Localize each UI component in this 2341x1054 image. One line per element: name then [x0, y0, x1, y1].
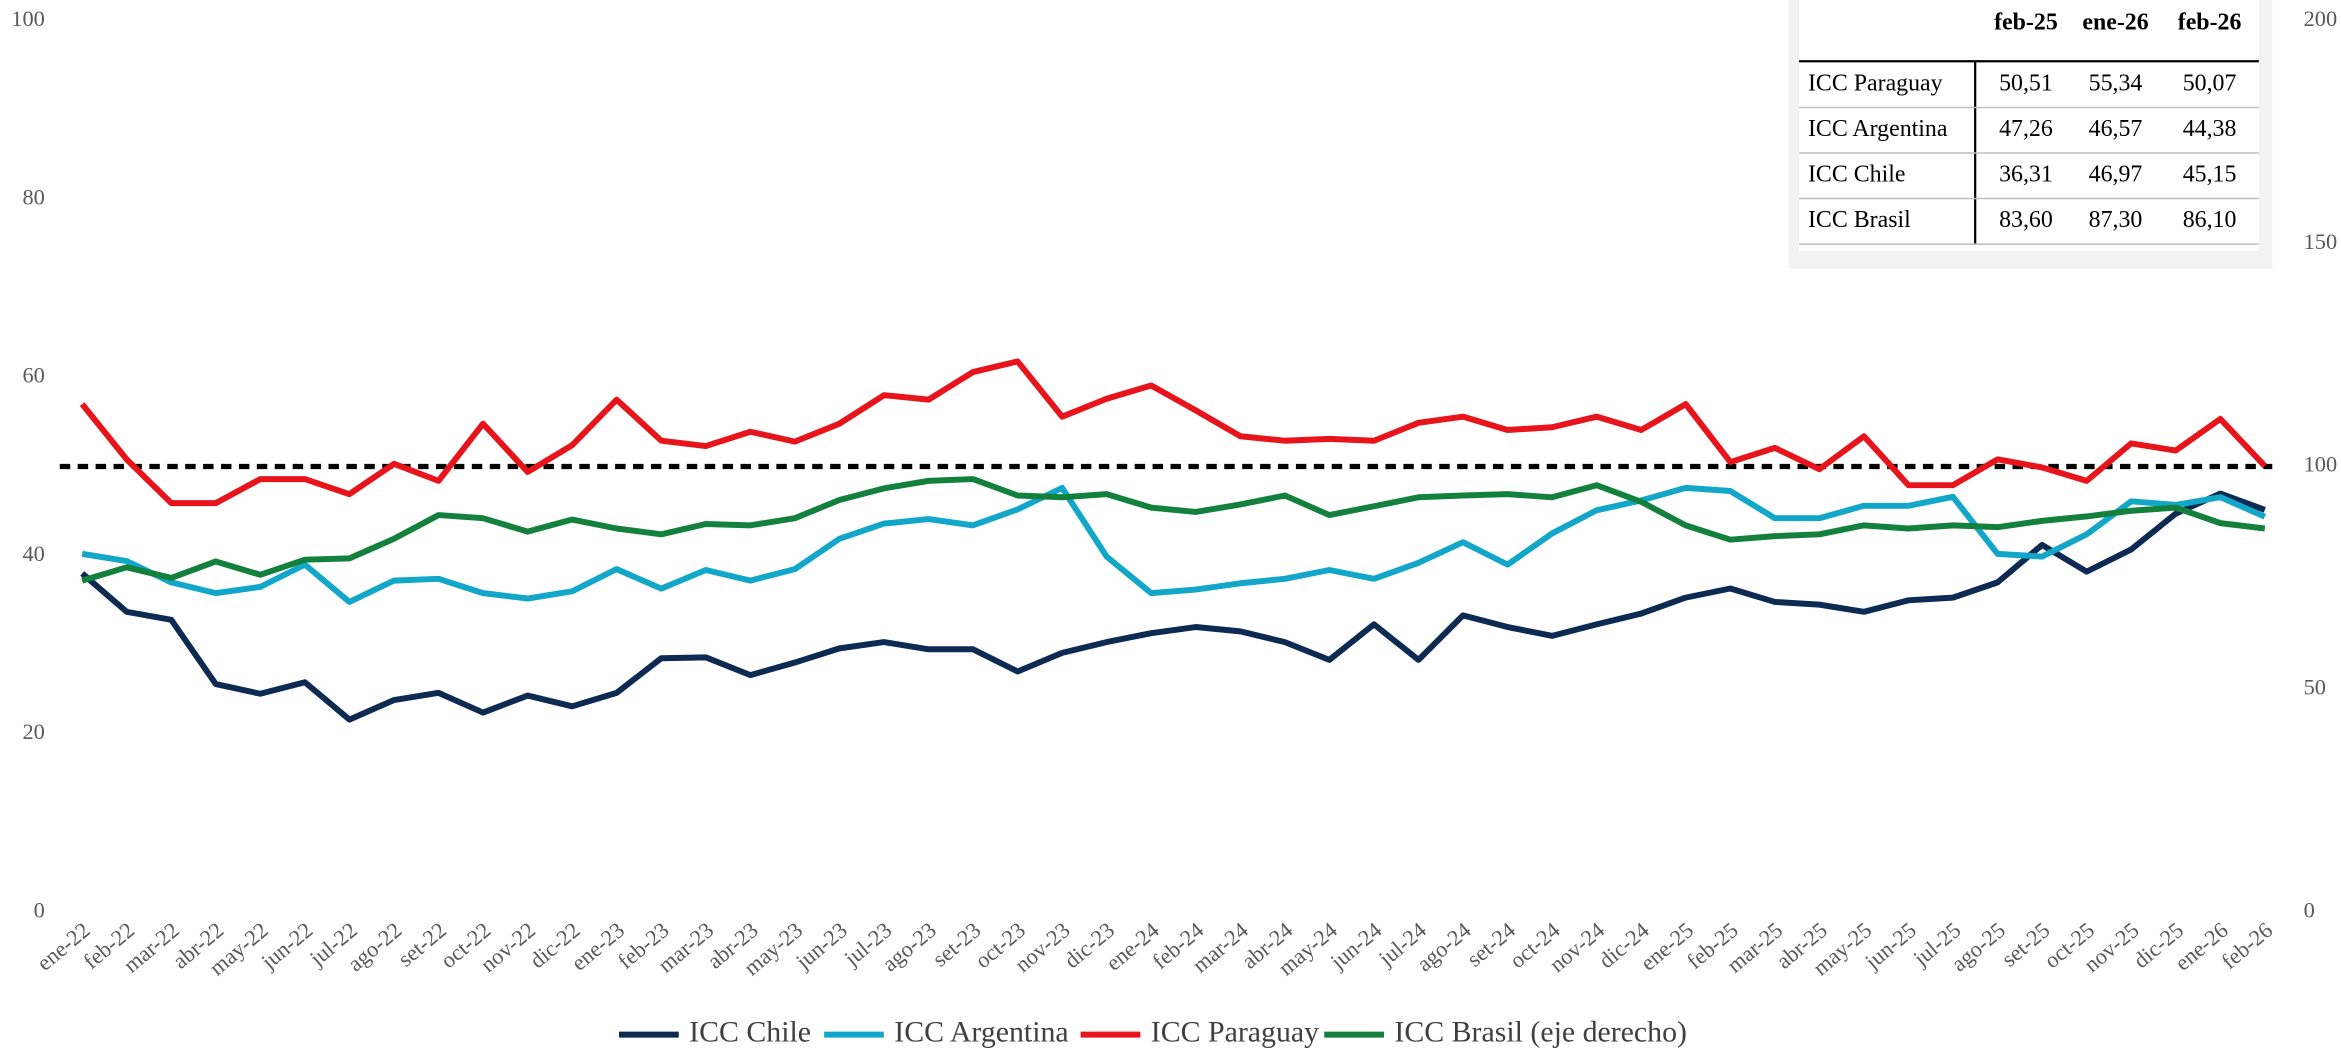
series-line — [79, 358, 2267, 507]
table-header: feb-25 — [1994, 9, 2058, 35]
x-tick-label: jun-22 — [256, 917, 318, 974]
y2-tick-label: 50 — [2304, 674, 2326, 699]
table-cell: 87,30 — [2089, 207, 2143, 233]
x-tick-label: jun-23 — [790, 917, 852, 974]
y2-tick-label: 200 — [2304, 6, 2338, 31]
table-row-label: ICC Brasil — [1808, 207, 1911, 233]
table-cell: 46,97 — [2089, 162, 2143, 188]
legend-label: ICC Argentina — [894, 1015, 1068, 1048]
y-tick-label: 100 — [11, 6, 45, 31]
table-row-label: ICC Argentina — [1808, 116, 1948, 142]
table-cell: 50,51 — [1999, 71, 2053, 97]
table-body — [1799, 0, 2259, 251]
table-row-label: ICC Chile — [1808, 162, 1906, 188]
x-tick-label: set-23 — [928, 917, 986, 971]
legend-label: ICC Brasil (eje derecho) — [1394, 1015, 1687, 1048]
y-tick-label: 40 — [22, 541, 44, 566]
y-tick-label: 0 — [34, 897, 45, 922]
y-tick-label: 60 — [22, 363, 44, 388]
series-line — [80, 490, 2266, 723]
x-tick-label: set-25 — [1997, 917, 2055, 971]
legend-label: ICC Chile — [689, 1015, 811, 1048]
table-cell: 45,15 — [2183, 162, 2237, 188]
y2-tick-label: 150 — [2304, 229, 2338, 254]
table-cell: 36,31 — [1999, 162, 2053, 188]
y-tick-label: 80 — [22, 184, 44, 209]
y2-tick-label: 0 — [2304, 897, 2315, 922]
table-row-label: ICC Paraguay — [1808, 71, 1943, 97]
x-tick-label: jun-25 — [1859, 917, 1921, 974]
table-cell: 50,07 — [2183, 71, 2237, 97]
series-line — [81, 484, 2267, 605]
table-cell: 86,10 — [2183, 207, 2237, 233]
x-tick-label: set-22 — [393, 917, 451, 971]
legend-label: ICC Paraguay — [1151, 1015, 1319, 1048]
table-header: ene-26 — [2082, 9, 2148, 35]
table-cell: 55,34 — [2089, 71, 2143, 97]
summary-table: feb-25 ene-26 feb-26 ICC Paraguay 50,51 55,34… — [1788, 0, 2273, 269]
table-cell: 47,26 — [1999, 116, 2053, 142]
series-line — [81, 476, 2266, 584]
x-tick-label: ene-22 — [32, 917, 95, 975]
table-header: feb-26 — [2178, 9, 2242, 35]
y2-tick-label: 100 — [2304, 452, 2338, 477]
x-tick-label: jun-24 — [1325, 917, 1387, 974]
x-tick-label: set-24 — [1462, 917, 1520, 971]
y-tick-label: 20 — [22, 719, 44, 744]
table-cell: 83,60 — [1999, 207, 2053, 233]
legend: ICC Chile ICC Argentina ICC Paraguay ICC Br… — [619, 1015, 1687, 1048]
x-tick-label: feb-26 — [2216, 917, 2277, 974]
table-cell: 44,38 — [2183, 116, 2237, 142]
table-cell: 46,57 — [2089, 116, 2143, 142]
